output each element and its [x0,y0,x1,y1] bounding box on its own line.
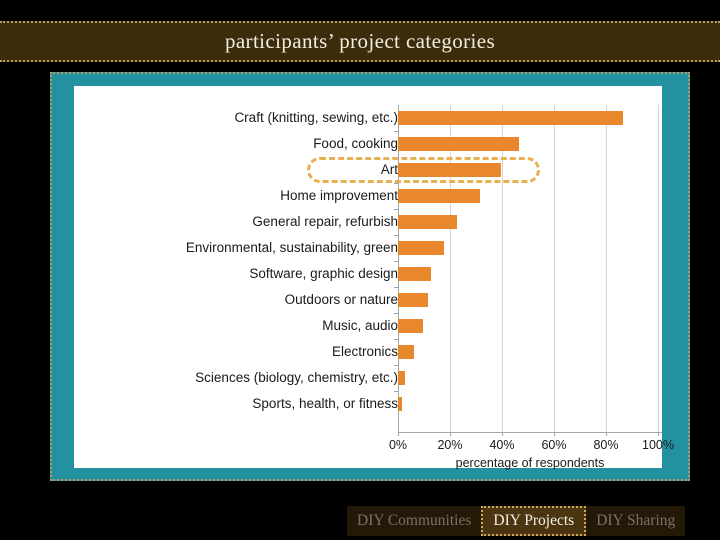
bar-chart-row: Outdoors or nature [74,287,662,313]
bottom-nav[interactable]: DIY Communities DIY Projects DIY Sharing [347,506,686,536]
category-label: Environmental, sustainability, green [185,240,398,255]
category-label: Outdoors or nature [284,292,398,307]
category-label: Sciences (biology, chemistry, etc.) [195,370,398,385]
bar-chart-row: Electronics [74,339,662,365]
x-axis-tick-label: 60% [541,438,567,452]
x-axis-tick [606,432,607,436]
bar-chart-row: Music, audio [74,313,662,339]
x-axis-tick [502,432,503,436]
gridline [502,105,503,432]
category-label: Craft (knitting, sewing, etc.) [234,110,398,125]
gridline [450,105,451,432]
x-axis-title: percentage of respondents [455,456,605,470]
category-label: Food, cooking [313,136,398,151]
category-label: Sports, health, or fitness [252,396,398,411]
category-label: General repair, refurbish [252,214,398,229]
gridline [554,105,555,432]
y-axis-tick [394,365,398,366]
nav-tab-diy-communities[interactable]: DIY Communities [347,506,482,536]
bar-chart-row: General repair, refurbish [74,209,662,235]
x-axis-tick-label: 80% [593,438,619,452]
category-label: Electronics [331,344,398,359]
category-label: Music, audio [322,318,398,333]
bar-chart-row: Environmental, sustainability, green [74,235,662,261]
bar-chart-row: Home improvement [74,183,662,209]
y-axis-tick [394,235,398,236]
y-axis-tick [394,157,398,158]
bar-chart-row: Craft (knitting, sewing, etc.) [74,105,662,131]
bar [398,293,428,307]
bar [398,345,414,359]
x-axis-tick-label: 40% [489,438,515,452]
y-axis-tick [394,287,398,288]
bar [398,371,405,385]
bar [398,137,519,151]
bar [398,319,423,333]
bar [398,241,444,255]
bar [398,397,402,411]
x-axis-tick [554,432,555,436]
bar [398,111,623,125]
x-axis-tick [398,432,399,436]
y-axis-tick [394,261,398,262]
nav-tab-diy-projects[interactable]: DIY Projects [481,506,587,536]
y-axis-tick [394,131,398,132]
bar [398,163,501,177]
bar [398,189,480,203]
bar-chart-row: Art [74,157,662,183]
x-axis-tick-label: 20% [437,438,463,452]
bar-chart-row: Food, cooking [74,131,662,157]
gridline [658,105,659,432]
category-label: Software, graphic design [249,266,398,281]
x-axis-tick-label: 100% [642,438,674,452]
y-axis-tick [394,339,398,340]
slide-title-banner: participants’ project categories [0,21,720,62]
y-axis-tick [394,313,398,314]
horizontal-bar-chart: 0% 20% 40% 60% 80% 100% Craft (knitting, sewin… [74,86,674,470]
bar [398,215,457,229]
y-axis-tick [394,391,398,392]
category-label: Art [380,162,398,177]
bar-chart-row: Sports, health, or fitness [74,391,662,417]
chart-canvas: 0% 20% 40% 60% 80% 100% Craft (knitting, sewin… [74,86,674,470]
gridline [606,105,607,432]
y-axis-tick [394,209,398,210]
x-axis-tick [658,432,659,436]
bar [398,267,431,281]
bar-chart-row: Sciences (biology, chemistry, etc.) [74,365,662,391]
bar-chart-row: Software, graphic design [74,261,662,287]
x-axis-tick [450,432,451,436]
page-title: participants’ project categories [224,29,496,53]
nav-tab-diy-sharing[interactable]: DIY Sharing [586,506,686,536]
x-axis-line [398,432,662,433]
category-label: Home improvement [280,188,398,203]
y-axis-tick [394,183,398,184]
chart-frame: 0% 20% 40% 60% 80% 100% Craft (knitting, sewin… [50,72,690,481]
x-axis-tick-label: 0% [388,438,408,452]
